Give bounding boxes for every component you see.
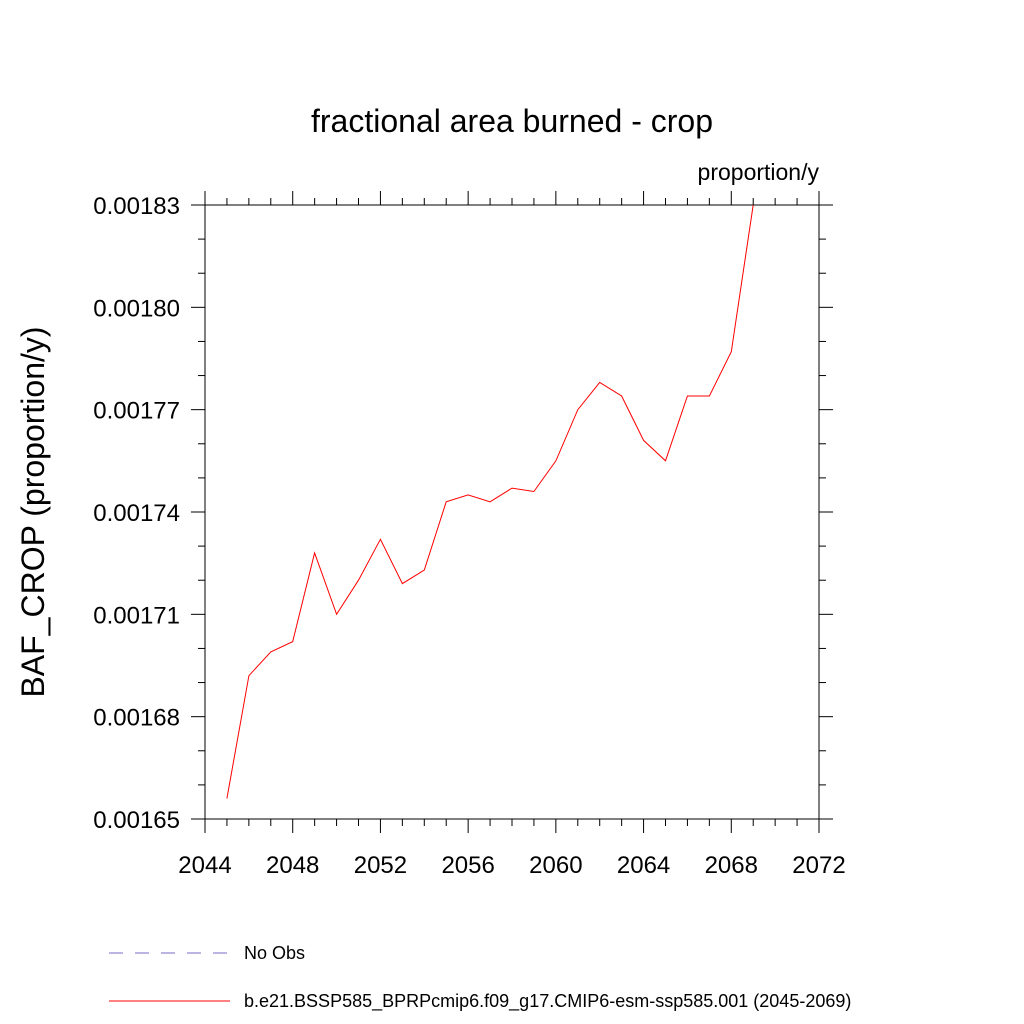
y-tick-label: 0.00183 <box>93 193 180 220</box>
plot-area: 2044 2048 2052 2056 2060 2064 2068 2072 0.00165 0… <box>93 191 846 879</box>
legend-label: No Obs <box>244 943 305 963</box>
x-tick-label: 2048 <box>266 852 319 879</box>
x-tick-label: 2068 <box>705 852 758 879</box>
y-tick-label: 0.00180 <box>93 295 180 322</box>
series-line <box>226 204 754 799</box>
x-tick-label: 2060 <box>529 852 582 879</box>
y-tick-label: 0.00174 <box>93 500 180 527</box>
plot-frame <box>204 204 820 820</box>
y-axis-label: BAF_CROP (proportion/y) <box>15 326 51 697</box>
chart-title: fractional area burned - crop <box>311 103 713 139</box>
x-tick-label: 2044 <box>178 852 231 879</box>
y-tick-label: 0.00168 <box>93 705 180 732</box>
x-tick-label: 2056 <box>441 852 494 879</box>
y-tick-label: 0.00171 <box>93 602 180 629</box>
x-tick-label: 2072 <box>792 852 845 879</box>
x-tick-label: 2064 <box>617 852 670 879</box>
y-tick-label: 0.00177 <box>93 398 180 425</box>
legend-label: b.e21.BSSP585_BPRPcmip6.f09_g17.CMIP6-es… <box>244 991 851 1012</box>
x-tick-label: 2052 <box>354 852 407 879</box>
legend: No Obs b.e21.BSSP585_BPRPcmip6.f09_g17.CM… <box>109 943 851 1012</box>
units-label: proportion/y <box>698 159 820 185</box>
y-tick-label: 0.00165 <box>93 807 180 834</box>
